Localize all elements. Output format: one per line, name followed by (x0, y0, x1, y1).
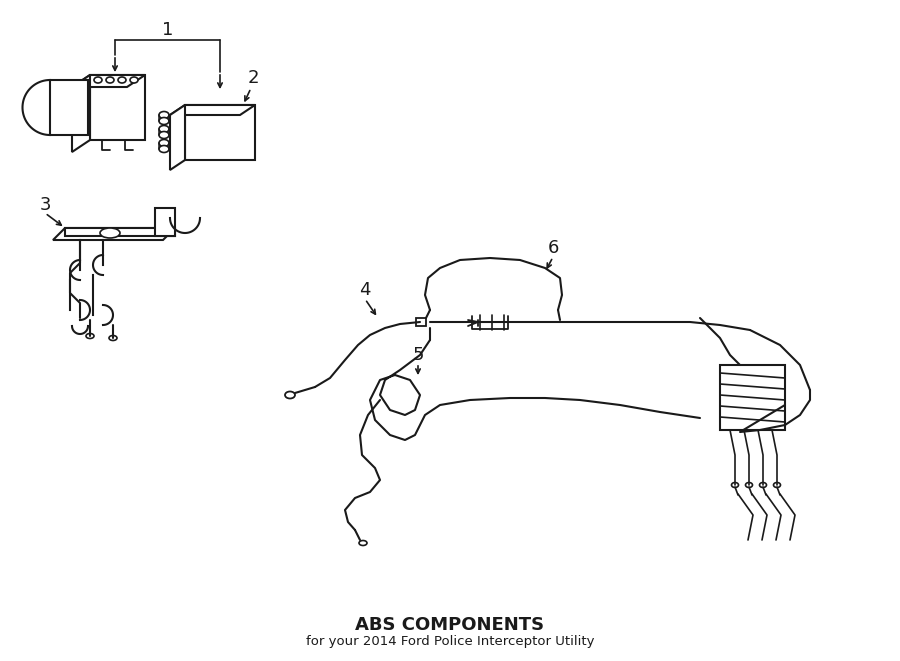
Ellipse shape (130, 77, 138, 83)
Polygon shape (72, 75, 90, 152)
Ellipse shape (285, 391, 295, 399)
Ellipse shape (66, 114, 74, 124)
Polygon shape (65, 228, 175, 236)
Text: ABS COMPONENTS: ABS COMPONENTS (356, 616, 544, 634)
Polygon shape (90, 75, 145, 140)
Text: 5: 5 (412, 346, 424, 364)
Text: for your 2014 Ford Police Interceptor Utility: for your 2014 Ford Police Interceptor Ut… (306, 635, 594, 648)
Polygon shape (170, 105, 185, 170)
Ellipse shape (159, 112, 169, 118)
Ellipse shape (745, 483, 752, 488)
Ellipse shape (159, 132, 169, 139)
Polygon shape (170, 105, 255, 115)
Ellipse shape (159, 145, 169, 153)
Polygon shape (72, 75, 145, 87)
Ellipse shape (94, 77, 102, 83)
Polygon shape (720, 365, 785, 430)
Text: 2: 2 (248, 69, 259, 87)
Text: 1: 1 (162, 21, 174, 39)
Polygon shape (155, 208, 175, 236)
Polygon shape (50, 80, 88, 135)
FancyBboxPatch shape (416, 318, 426, 326)
Ellipse shape (159, 126, 169, 132)
Ellipse shape (106, 77, 114, 83)
Ellipse shape (86, 334, 94, 338)
Ellipse shape (760, 483, 767, 488)
Text: 6: 6 (547, 239, 559, 257)
Text: 4: 4 (359, 281, 371, 299)
Ellipse shape (732, 483, 739, 488)
Ellipse shape (118, 77, 126, 83)
Polygon shape (185, 105, 255, 160)
Ellipse shape (109, 336, 117, 340)
Ellipse shape (100, 228, 120, 238)
Ellipse shape (359, 541, 367, 545)
Ellipse shape (159, 139, 169, 147)
Ellipse shape (159, 118, 169, 124)
Ellipse shape (773, 483, 780, 488)
Polygon shape (53, 228, 175, 240)
Text: 3: 3 (40, 196, 50, 214)
